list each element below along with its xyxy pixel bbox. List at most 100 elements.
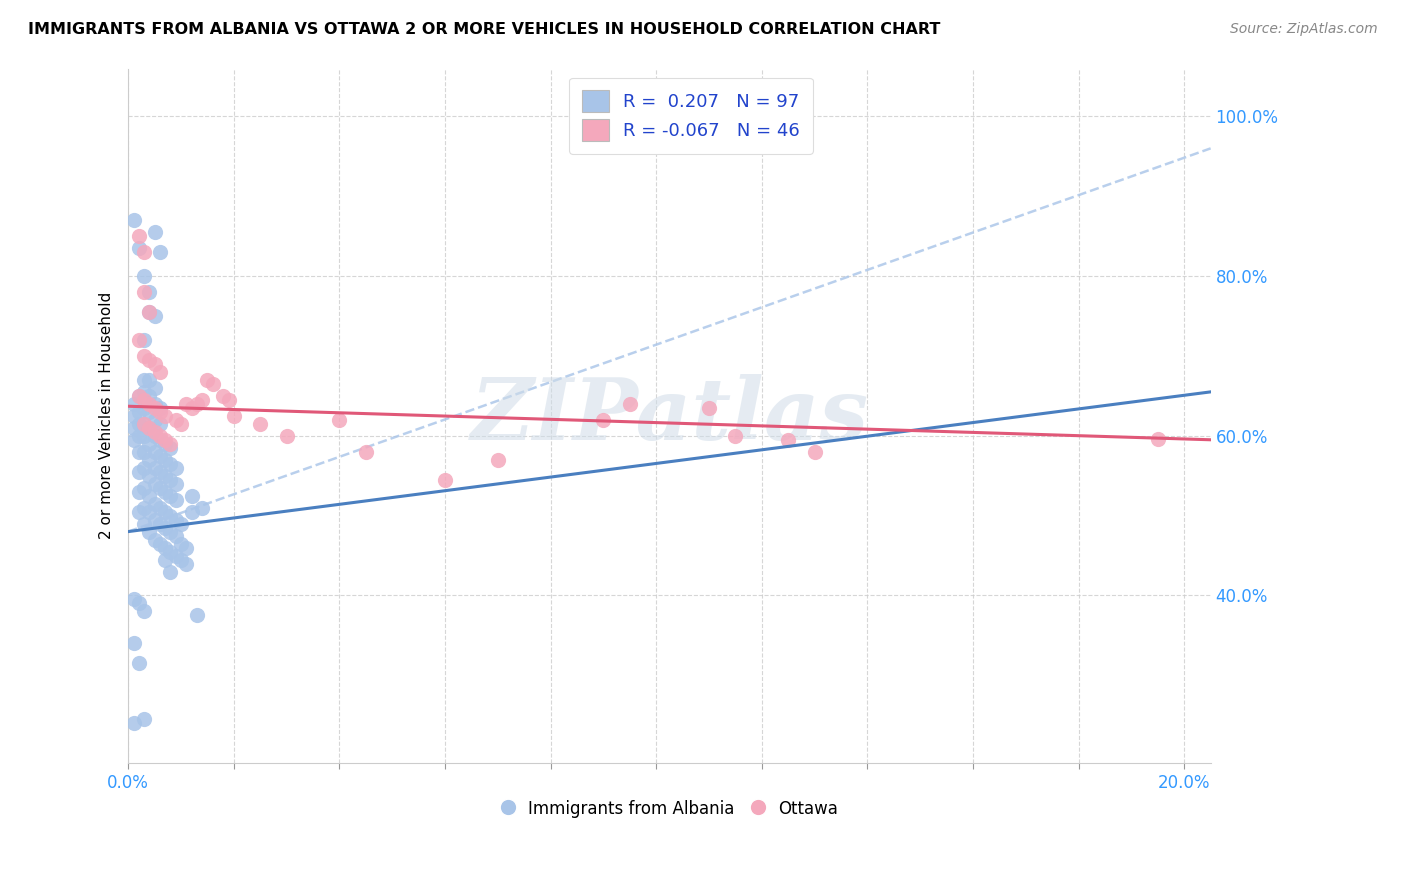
- Point: [170, 417, 193, 431]
- Point: [143, 401, 166, 415]
- Point: [170, 536, 193, 550]
- Point: [128, 444, 150, 458]
- Point: [132, 285, 155, 299]
- Point: [803, 444, 825, 458]
- Point: [155, 452, 177, 467]
- Point: [132, 516, 155, 531]
- Point: [143, 429, 166, 443]
- Point: [138, 436, 160, 450]
- Point: [138, 421, 160, 435]
- Point: [180, 401, 202, 415]
- Point: [143, 381, 166, 395]
- Point: [218, 392, 240, 407]
- Point: [592, 413, 614, 427]
- Point: [191, 500, 214, 515]
- Point: [149, 401, 172, 415]
- Point: [165, 476, 187, 491]
- Point: [132, 460, 155, 475]
- Point: [165, 513, 187, 527]
- Point: [143, 425, 166, 439]
- Point: [128, 389, 150, 403]
- Point: [180, 489, 202, 503]
- Point: [143, 533, 166, 547]
- Legend: Immigrants from Albania, Ottawa: Immigrants from Albania, Ottawa: [495, 793, 844, 824]
- Point: [155, 409, 177, 423]
- Point: [149, 449, 172, 463]
- Point: [149, 500, 172, 515]
- Point: [159, 457, 181, 471]
- Point: [122, 213, 145, 227]
- Point: [149, 365, 172, 379]
- Point: [132, 417, 155, 431]
- Point: [128, 597, 150, 611]
- Point: [149, 245, 172, 260]
- Point: [132, 429, 155, 443]
- Point: [159, 565, 181, 579]
- Point: [138, 452, 160, 467]
- Point: [138, 421, 160, 435]
- Point: [486, 452, 509, 467]
- Point: [149, 433, 172, 447]
- Point: [155, 433, 177, 447]
- Point: [122, 421, 145, 435]
- Point: [138, 524, 160, 539]
- Point: [138, 285, 160, 299]
- Point: [143, 513, 166, 527]
- Point: [128, 389, 150, 403]
- Point: [155, 484, 177, 499]
- Point: [276, 429, 298, 443]
- Point: [122, 397, 145, 411]
- Point: [122, 636, 145, 650]
- Point: [128, 505, 150, 519]
- Point: [149, 405, 172, 419]
- Point: [132, 373, 155, 387]
- Point: [191, 392, 214, 407]
- Point: [619, 397, 641, 411]
- Point: [149, 465, 172, 479]
- Point: [149, 481, 172, 495]
- Point: [143, 413, 166, 427]
- Text: ZIPatlas: ZIPatlas: [471, 374, 869, 458]
- Point: [1147, 432, 1170, 446]
- Point: [165, 460, 187, 475]
- Point: [128, 405, 150, 419]
- Point: [143, 476, 166, 491]
- Point: [138, 468, 160, 483]
- Point: [138, 305, 160, 319]
- Point: [132, 384, 155, 399]
- Point: [155, 436, 177, 450]
- Point: [165, 549, 187, 563]
- Y-axis label: 2 or more Vehicles in Household: 2 or more Vehicles in Household: [100, 293, 114, 540]
- Point: [138, 389, 160, 403]
- Point: [143, 460, 166, 475]
- Point: [143, 225, 166, 239]
- Point: [155, 541, 177, 555]
- Text: Source: ZipAtlas.com: Source: ZipAtlas.com: [1230, 22, 1378, 37]
- Point: [159, 508, 181, 523]
- Point: [149, 417, 172, 431]
- Point: [128, 417, 150, 431]
- Point: [159, 524, 181, 539]
- Point: [132, 604, 155, 618]
- Point: [159, 489, 181, 503]
- Point: [128, 241, 150, 255]
- Point: [132, 349, 155, 363]
- Point: [434, 473, 457, 487]
- Point: [155, 505, 177, 519]
- Point: [170, 516, 193, 531]
- Point: [122, 716, 145, 731]
- Point: [165, 492, 187, 507]
- Point: [155, 520, 177, 534]
- Point: [176, 557, 198, 571]
- Text: IMMIGRANTS FROM ALBANIA VS OTTAWA 2 OR MORE VEHICLES IN HOUSEHOLD CORRELATION CH: IMMIGRANTS FROM ALBANIA VS OTTAWA 2 OR M…: [28, 22, 941, 37]
- Point: [132, 712, 155, 726]
- Point: [138, 505, 160, 519]
- Point: [186, 608, 208, 623]
- Point: [201, 376, 224, 391]
- Point: [176, 397, 198, 411]
- Point: [170, 552, 193, 566]
- Point: [143, 397, 166, 411]
- Point: [149, 516, 172, 531]
- Point: [143, 357, 166, 371]
- Point: [128, 333, 150, 347]
